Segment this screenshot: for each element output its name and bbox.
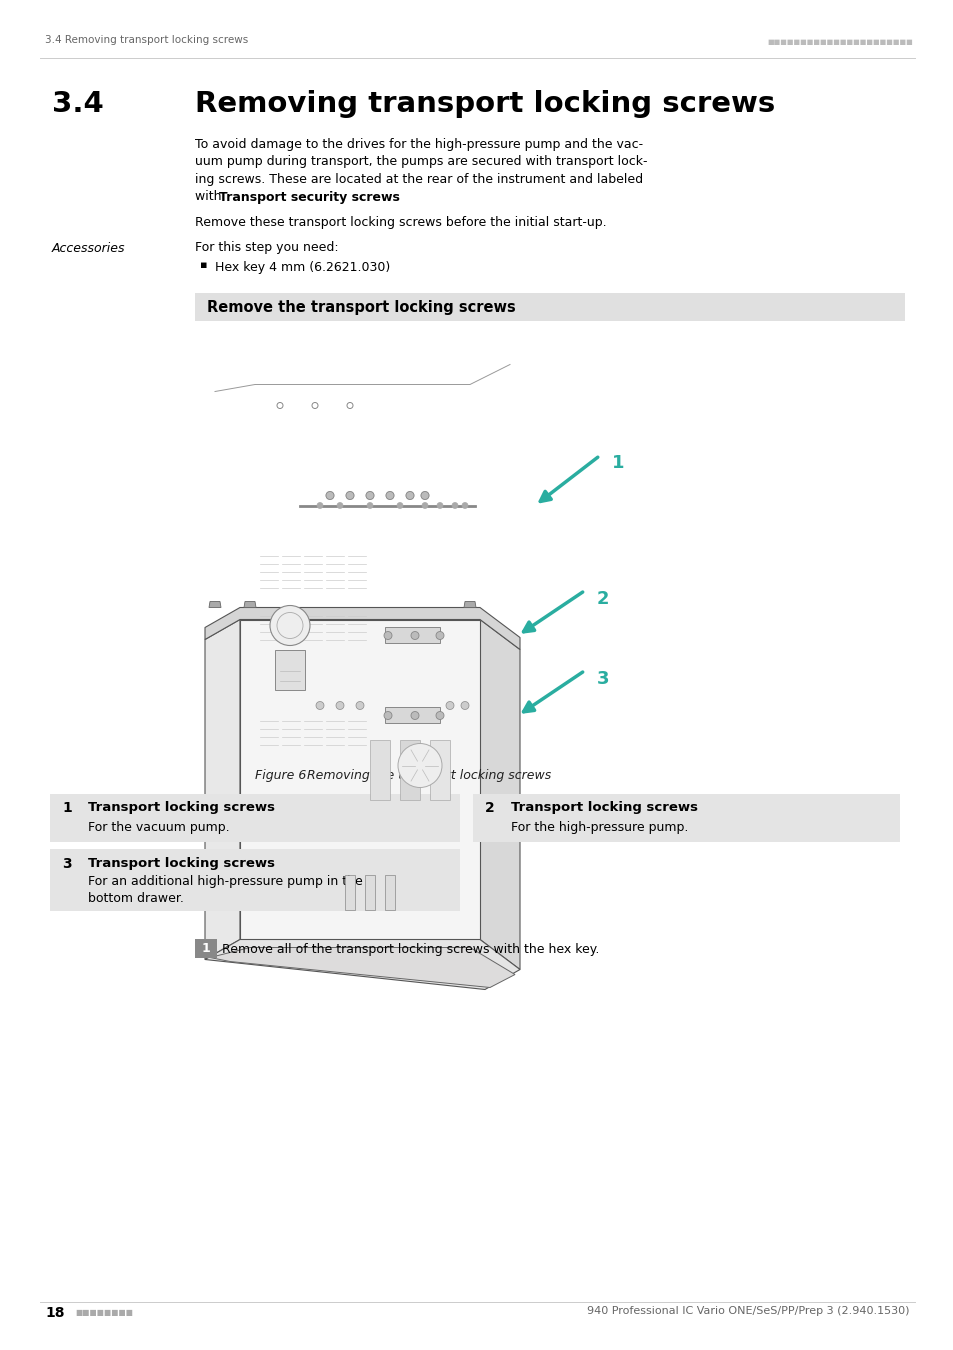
Polygon shape (209, 602, 221, 608)
Text: Accessories: Accessories (52, 242, 126, 255)
Circle shape (396, 502, 402, 509)
Circle shape (446, 702, 454, 710)
Circle shape (397, 744, 441, 787)
Circle shape (436, 632, 443, 640)
Polygon shape (365, 875, 375, 910)
Text: 3.4: 3.4 (52, 90, 104, 117)
Polygon shape (210, 948, 515, 987)
Polygon shape (385, 706, 439, 722)
Polygon shape (479, 620, 519, 969)
Text: 18: 18 (45, 1305, 65, 1320)
Circle shape (461, 502, 468, 509)
Text: Transport locking screws: Transport locking screws (511, 802, 698, 814)
Circle shape (420, 491, 429, 500)
Text: 2: 2 (597, 590, 609, 608)
Text: Transport security screws: Transport security screws (219, 190, 399, 204)
Text: Transport locking screws: Transport locking screws (88, 856, 274, 869)
Text: Figure 6: Figure 6 (254, 768, 306, 782)
Text: 3: 3 (597, 670, 609, 687)
Text: Remove these transport locking screws before the initial start-up.: Remove these transport locking screws be… (194, 216, 606, 230)
Text: 3: 3 (62, 856, 71, 871)
Text: For an additional high-pressure pump in the: For an additional high-pressure pump in … (88, 876, 362, 888)
Text: 1: 1 (612, 455, 624, 472)
Polygon shape (370, 740, 390, 799)
Polygon shape (274, 649, 305, 690)
Circle shape (436, 711, 443, 720)
Text: 1: 1 (201, 942, 211, 956)
Text: For this step you need:: For this step you need: (194, 242, 338, 255)
Circle shape (336, 502, 343, 509)
Circle shape (452, 502, 457, 509)
Circle shape (367, 502, 373, 509)
Text: ing screws. These are located at the rear of the instrument and labeled: ing screws. These are located at the rea… (194, 173, 642, 186)
Polygon shape (463, 602, 476, 608)
Circle shape (421, 502, 428, 509)
Polygon shape (205, 620, 240, 960)
Circle shape (366, 491, 374, 500)
Circle shape (355, 702, 364, 710)
Text: bottom drawer.: bottom drawer. (88, 891, 184, 904)
Text: Transport locking screws: Transport locking screws (88, 802, 274, 814)
Polygon shape (240, 620, 479, 940)
Circle shape (326, 491, 334, 500)
Text: Removing transport locking screws: Removing transport locking screws (194, 90, 775, 117)
Polygon shape (205, 608, 519, 649)
Circle shape (316, 502, 323, 509)
Polygon shape (385, 626, 439, 643)
Circle shape (411, 711, 418, 720)
Text: uum pump during transport, the pumps are secured with transport lock-: uum pump during transport, the pumps are… (194, 155, 647, 169)
Circle shape (335, 702, 344, 710)
FancyBboxPatch shape (473, 794, 899, 841)
Circle shape (384, 632, 392, 640)
Text: Hex key 4 mm (6.2621.030): Hex key 4 mm (6.2621.030) (214, 261, 390, 274)
Text: 1: 1 (62, 802, 71, 815)
FancyBboxPatch shape (194, 293, 904, 320)
Text: ■■■■■■■■: ■■■■■■■■ (75, 1308, 132, 1318)
FancyBboxPatch shape (50, 794, 459, 841)
Text: For the vacuum pump.: For the vacuum pump. (88, 821, 230, 833)
Polygon shape (399, 740, 419, 799)
Text: ▪: ▪ (200, 261, 208, 270)
Polygon shape (345, 875, 355, 910)
Text: Remove the transport locking screws: Remove the transport locking screws (207, 300, 516, 315)
Text: Remove all of the transport locking screws with the hex key.: Remove all of the transport locking scre… (222, 942, 598, 956)
Text: 940 Professional IC Vario ONE/SeS/PP/Prep 3 (2.940.1530): 940 Professional IC Vario ONE/SeS/PP/Pre… (587, 1305, 909, 1316)
Circle shape (460, 702, 469, 710)
Text: .: . (359, 190, 363, 204)
Circle shape (386, 491, 394, 500)
Text: To avoid damage to the drives for the high-pressure pump and the vac-: To avoid damage to the drives for the hi… (194, 138, 642, 151)
FancyBboxPatch shape (194, 938, 216, 957)
Text: Removing the transport locking screws: Removing the transport locking screws (294, 768, 551, 782)
FancyBboxPatch shape (50, 849, 459, 910)
Circle shape (436, 502, 442, 509)
Circle shape (346, 491, 354, 500)
Polygon shape (385, 875, 395, 910)
Circle shape (411, 632, 418, 640)
Circle shape (315, 702, 324, 710)
Text: ■■■■■■■■■■■■■■■■■■■■■■: ■■■■■■■■■■■■■■■■■■■■■■ (766, 39, 912, 45)
Polygon shape (205, 940, 519, 990)
Text: 3.4 Removing transport locking screws: 3.4 Removing transport locking screws (45, 35, 248, 45)
Circle shape (270, 606, 310, 645)
Circle shape (406, 491, 414, 500)
Circle shape (384, 711, 392, 720)
Polygon shape (244, 602, 255, 608)
Polygon shape (430, 740, 450, 799)
Text: with: with (194, 190, 225, 204)
Text: For the high-pressure pump.: For the high-pressure pump. (511, 821, 688, 833)
Text: 2: 2 (484, 802, 495, 815)
